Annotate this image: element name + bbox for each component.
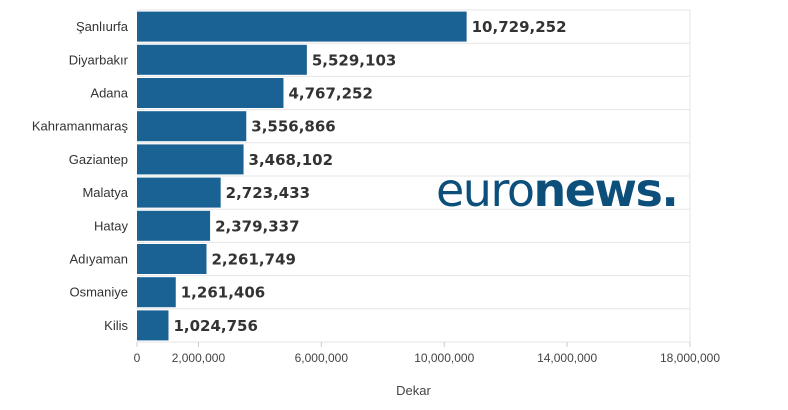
bar bbox=[137, 11, 467, 42]
logo-dot: . bbox=[661, 163, 678, 217]
bar bbox=[137, 310, 169, 341]
bar bbox=[137, 144, 244, 175]
value-label: 4,767,252 bbox=[288, 85, 372, 103]
value-label: 2,723,433 bbox=[226, 184, 310, 202]
category-label: Kahramanmaraş bbox=[32, 119, 129, 134]
category-label: Hatay bbox=[94, 218, 128, 233]
value-label: 3,468,102 bbox=[249, 151, 333, 169]
category-label: Adana bbox=[90, 86, 128, 101]
bar bbox=[137, 244, 207, 274]
x-axis-title: Dekar bbox=[396, 383, 431, 398]
bar bbox=[137, 277, 176, 308]
category-label: Kilis bbox=[104, 318, 128, 333]
x-tick-label: 18,000,000 bbox=[660, 351, 720, 365]
value-label: 10,729,252 bbox=[472, 18, 567, 36]
bar bbox=[137, 210, 211, 241]
value-label: 1,024,756 bbox=[173, 317, 257, 335]
category-label: Adıyaman bbox=[69, 252, 128, 267]
value-label: 2,261,749 bbox=[211, 251, 295, 269]
bar bbox=[137, 111, 247, 142]
bar bbox=[137, 78, 284, 108]
logo-text-euro: euro bbox=[436, 163, 535, 217]
x-tick-label: 14,000,000 bbox=[537, 351, 597, 365]
bar bbox=[137, 44, 307, 75]
category-label: Diyarbakır bbox=[69, 52, 129, 67]
value-label: 3,556,866 bbox=[251, 118, 335, 136]
x-tick-label: 0 bbox=[134, 351, 141, 365]
euronews-logo: euronews. bbox=[436, 160, 679, 220]
value-label: 5,529,103 bbox=[312, 51, 396, 69]
x-tick-label: 2,000,000 bbox=[172, 351, 226, 365]
x-tick-label: 10,000,000 bbox=[414, 351, 474, 365]
bar bbox=[137, 177, 221, 208]
category-label: Gaziantep bbox=[69, 152, 128, 167]
value-label: 2,379,337 bbox=[215, 217, 299, 235]
value-label: 1,261,406 bbox=[181, 284, 265, 302]
category-label: Şanlıurfa bbox=[76, 19, 129, 34]
logo-text-news: news bbox=[533, 163, 663, 217]
x-tick-label: 6,000,000 bbox=[295, 351, 349, 365]
category-label: Malatya bbox=[82, 185, 128, 200]
category-label: Osmaniye bbox=[69, 285, 128, 300]
